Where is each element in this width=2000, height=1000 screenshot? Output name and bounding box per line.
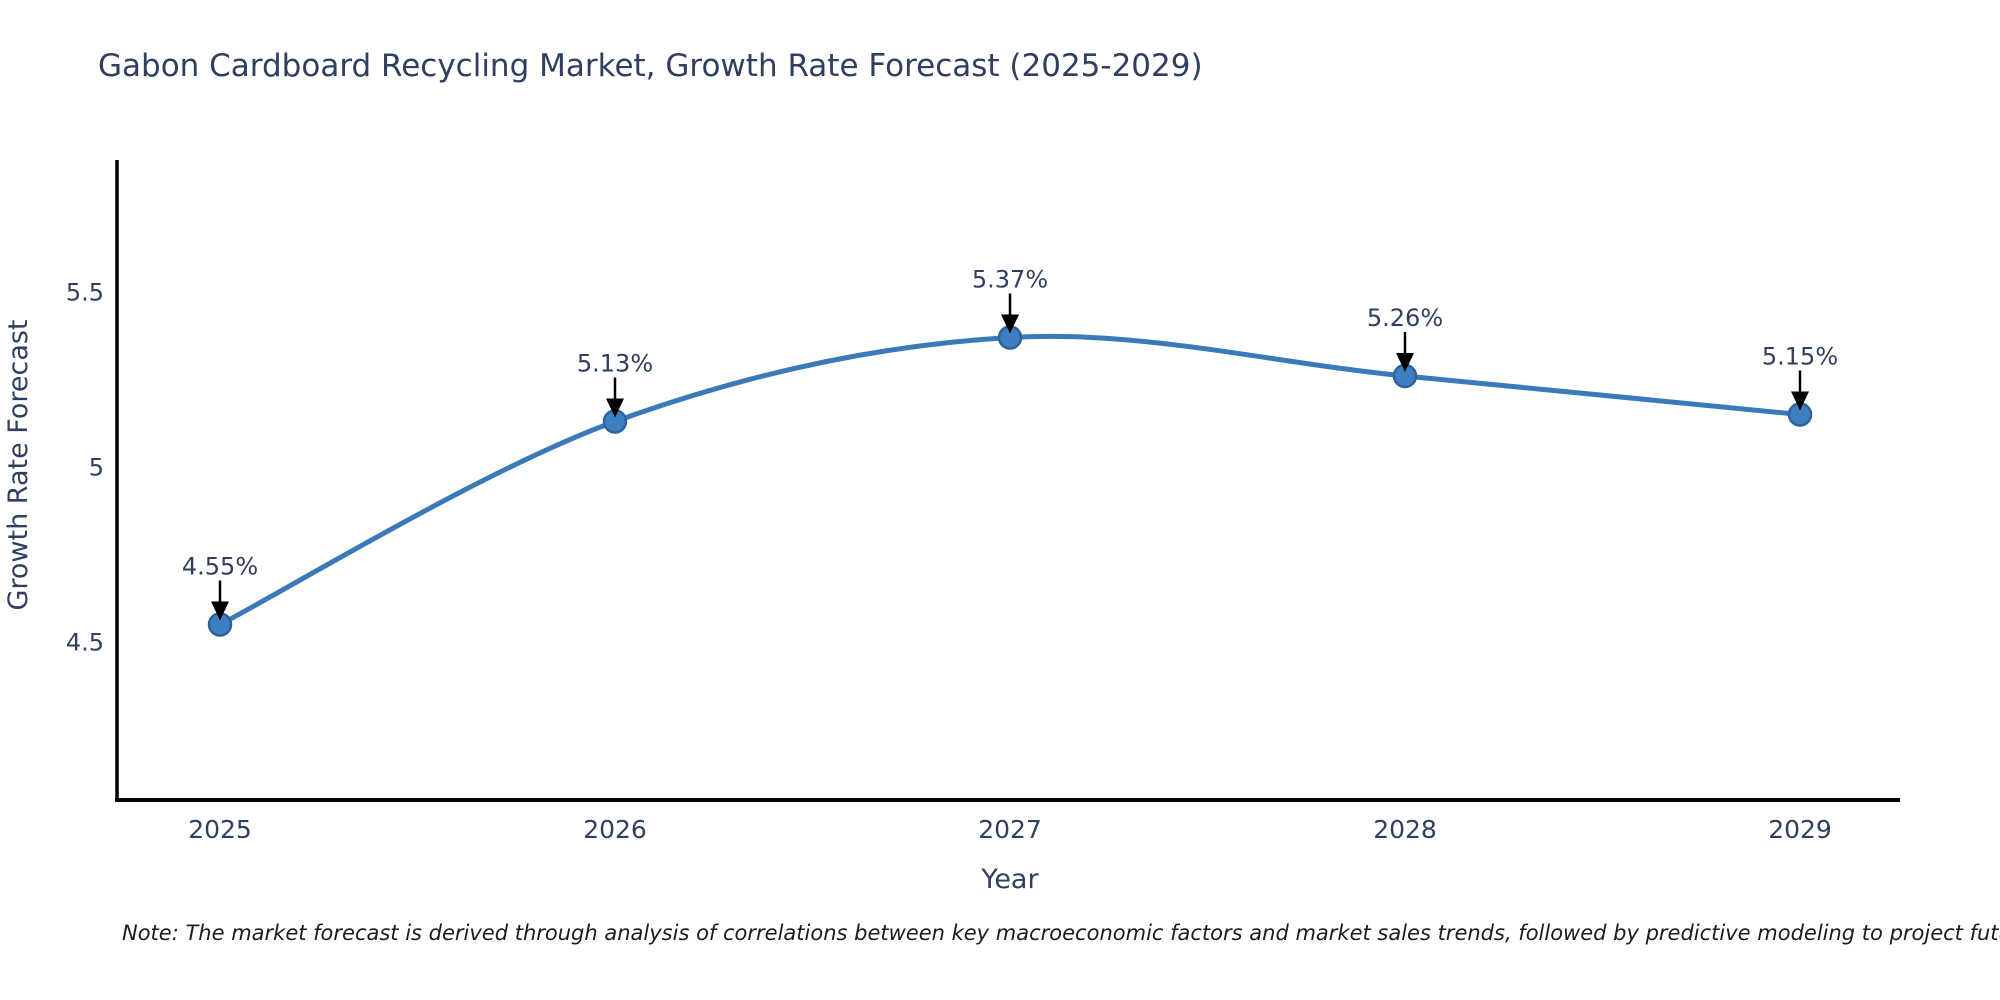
- y-axis-title: Growth Rate Forecast: [3, 319, 34, 610]
- x-tick-label: 2027: [978, 815, 1042, 844]
- annotation-arrowhead-icon: [606, 398, 624, 418]
- y-tick-label: 5.5: [66, 278, 104, 306]
- y-tick-label: 5: [89, 453, 104, 481]
- series-line: [218, 333, 1801, 627]
- x-tick-label: 2026: [583, 815, 647, 844]
- point-annotations: 4.55% 5.13% 5.37% 5.26% 5.15%: [182, 266, 1838, 621]
- point-value-label: 5.26%: [1367, 304, 1443, 332]
- data-point-markers: [207, 325, 1813, 637]
- x-axis-title: Year: [980, 864, 1039, 895]
- axis-spines: [115, 160, 1900, 802]
- x-tick-label: 2025: [188, 815, 252, 844]
- x-tick-labels: 2025 2026 2027 2028 2029: [188, 815, 1832, 844]
- annotation-arrowhead-icon: [1001, 314, 1019, 334]
- annotation-arrowhead-icon: [1396, 353, 1414, 372]
- annotation-arrowhead-icon: [211, 601, 229, 621]
- annotation-arrowhead-icon: [1791, 391, 1809, 411]
- y-tick-labels: 4.5 5 5.5: [66, 278, 104, 656]
- point-value-label: 5.15%: [1762, 343, 1838, 371]
- chart-title: Gabon Cardboard Recycling Market, Growth…: [98, 48, 1203, 84]
- point-value-label: 5.37%: [972, 266, 1048, 294]
- footnote: Note: The market forecast is derived thr…: [122, 921, 2000, 945]
- x-tick-label: 2029: [1768, 815, 1832, 844]
- point-value-label: 5.13%: [577, 350, 653, 378]
- y-tick-label: 4.5: [66, 628, 104, 656]
- x-tick-label: 2028: [1373, 815, 1437, 844]
- point-value-label: 4.55%: [182, 553, 258, 581]
